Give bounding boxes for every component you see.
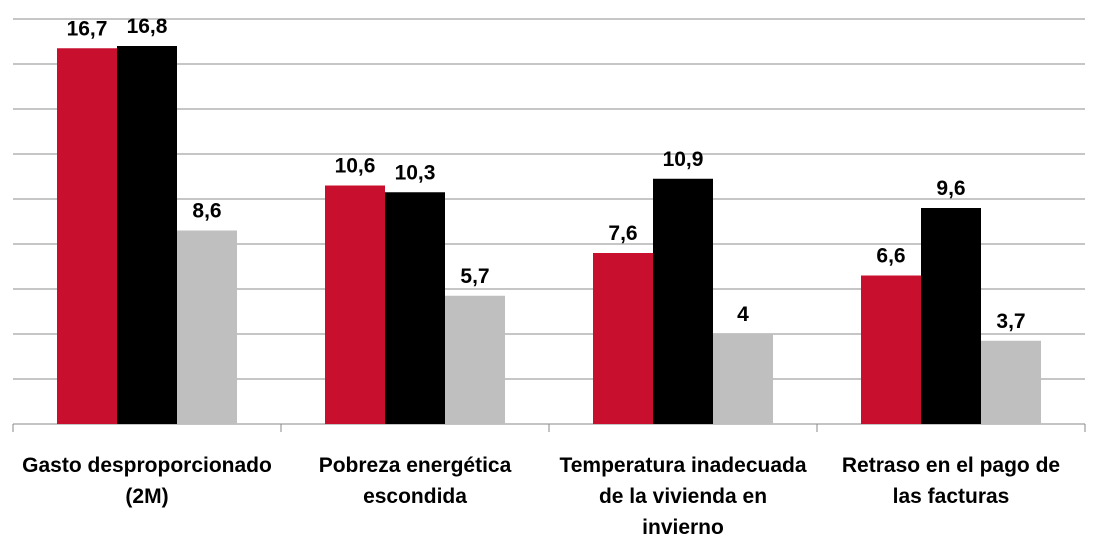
data-label: 16,8 <box>127 15 168 38</box>
x-tick-label: Gasto desproporcionado (2M) <box>22 454 272 508</box>
bar <box>861 275 921 424</box>
bar <box>325 185 385 424</box>
x-tick-label: Temperatura inadecuada de la vivienda en… <box>559 454 807 539</box>
bar <box>445 295 505 424</box>
x-tick-label: Pobreza energética escondida <box>318 454 512 508</box>
bar <box>921 208 981 424</box>
data-label: 10,3 <box>395 161 436 184</box>
bar <box>177 230 237 424</box>
data-label: 3,7 <box>996 310 1025 333</box>
data-label: 5,7 <box>460 265 489 288</box>
data-label: 16,7 <box>67 17 108 40</box>
bar <box>981 340 1041 424</box>
bar <box>713 334 773 424</box>
data-label: 4 <box>737 303 749 326</box>
bar <box>653 178 713 424</box>
bar <box>57 48 117 424</box>
x-tick-label: Retraso en el pago de las facturas <box>841 454 1061 508</box>
data-label: 10,6 <box>335 155 376 178</box>
bar <box>385 192 445 424</box>
data-label: 8,6 <box>192 200 221 223</box>
data-label: 9,6 <box>936 177 965 200</box>
data-label: 10,9 <box>663 148 704 171</box>
bar <box>593 253 653 424</box>
data-label: 7,6 <box>608 222 637 245</box>
data-label: 6,6 <box>876 245 905 268</box>
bar <box>117 46 177 424</box>
